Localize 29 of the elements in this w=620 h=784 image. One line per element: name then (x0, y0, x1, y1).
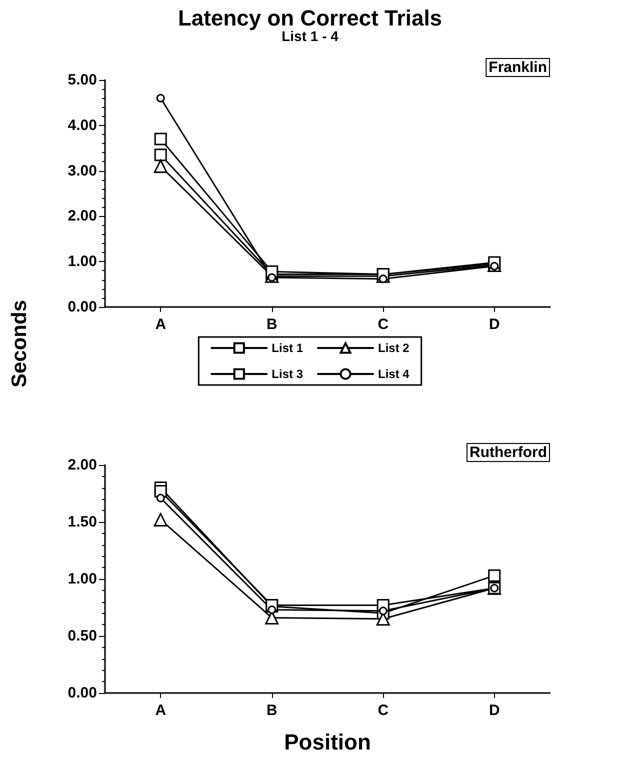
x-tick-label: D (488, 316, 500, 333)
y-tick-label: 1.00 (68, 570, 97, 588)
text: Franklin (488, 59, 548, 76)
x-tick-label: C (378, 316, 389, 333)
y-tick-label: 1.00 (68, 253, 97, 270)
legend-label: List 2 (378, 341, 410, 355)
y-axis-title: Seconds (8, 300, 32, 388)
x-tick-label: B (266, 702, 278, 719)
x-tick-label: B (266, 316, 278, 333)
x-tick-label: A (155, 316, 166, 333)
y-tick-label: 2.00 (68, 456, 97, 474)
y-tick-label: 2.00 (68, 208, 97, 225)
y-tick-label: 0.00 (68, 298, 97, 316)
y-tick-label: 0.00 (68, 684, 97, 702)
y-tick-label: 0.50 (68, 628, 97, 644)
y-tick-label: 4.00 (68, 116, 97, 134)
x-tick-label: C (378, 702, 389, 719)
legend-label: List 3 (272, 367, 304, 381)
text: Rutherford (470, 444, 548, 461)
legend-label: List 4 (378, 367, 410, 381)
y-tick-label: 3.00 (68, 162, 97, 180)
x-tick-label: A (155, 702, 166, 719)
x-axis-title: Position (284, 730, 371, 754)
x-tick-label: D (488, 702, 500, 719)
chart-title: Latency on Correct Trials (178, 6, 442, 30)
chart-subtitle: List 1 - 4 (282, 28, 339, 44)
y-tick-label: 5.00 (68, 72, 97, 88)
legend-label: List 1 (272, 341, 304, 355)
y-tick-label: 1.50 (68, 514, 97, 530)
